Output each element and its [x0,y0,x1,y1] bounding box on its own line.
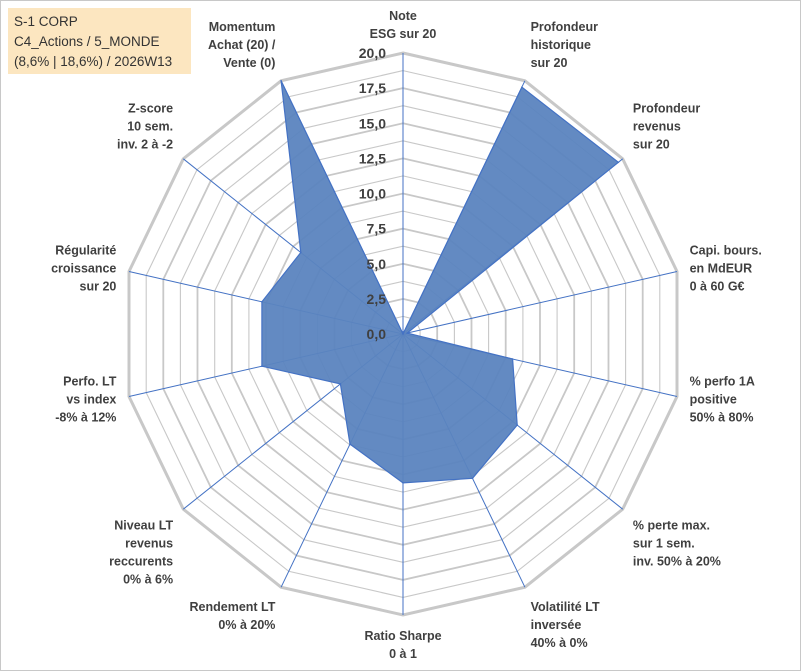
axis-label: Momentum Achat (20) / Vente (0) [208,20,276,70]
axis-label: Rendement LT 0% à 20% [190,600,276,632]
series-layer [261,80,620,484]
axis-label-line: en MdEUR [690,262,753,276]
axis-label: Note ESG sur 20 [370,9,437,41]
axis-label-line: reccurents [109,554,173,568]
axis-label: Profondeur revenus sur 20 [633,102,700,152]
axis-label-line: croissance [51,262,116,276]
axis-label-line: sur 20 [633,138,670,152]
info-company: S-1 CORP [14,14,78,29]
axis-label-line: inversée [531,618,582,632]
axis-spoke [402,271,678,335]
axis-label: Z-score 10 sem. inv. 2 à -2 [117,102,173,152]
data-point [261,365,263,368]
tick-label: 15,0 [359,115,386,131]
axis-label: Niveau LT revenus reccurents 0% à 6% [109,518,173,586]
axis-label-line: Profondeur [633,102,700,116]
axis-label-line: Régularité [55,244,116,258]
axis-label-line: Niveau LT [114,518,173,532]
axis-label-line: Rendement LT [190,600,276,614]
data-point [511,358,514,360]
tick-label: 0,0 [367,326,387,342]
axis-label: Volatilité LT inversée 40% à 0% [531,600,600,650]
axis-label-line: sur 1 sem. [633,536,695,550]
axis-label-line: 50% à 80% [690,410,754,424]
info-period: (8,6% | 18,6%) / 2026W13 [14,54,173,69]
data-point [300,251,302,254]
axis-label-line: sur 20 [531,56,568,70]
axis-label-line: revenus [125,536,173,550]
tick-layer: 0,0 2,5 5,0 7,5 10,0 12,5 15,0 17,5 20,0 [359,45,386,342]
axis-label-line: revenus [633,120,681,134]
axis-label-line: Profondeur [531,20,598,34]
tick-label: 20,0 [359,45,386,61]
axis-label-line: Capi. bours. [690,244,762,258]
axis-label-line: 0% à 6% [123,572,173,586]
tick-label: 2,5 [367,291,387,307]
axis-label-line: vs index [66,392,116,406]
axis-label-line: % perte max. [633,518,710,532]
axis-label-line: inv. 2 à -2 [117,138,173,152]
axis-label-line: Volatilité LT [531,600,600,614]
data-point [471,477,474,480]
axis-label-line: -8% à 12% [55,410,116,424]
tick-label: 10,0 [359,186,386,202]
axis-label-line: Vente (0) [223,56,275,70]
axis-label-line: Note [389,9,417,23]
axis-label: Capi. bours. en MdEUR 0 à 60 G€ [690,244,762,294]
tick-label: 12,5 [359,150,386,166]
axis-label-line: positive [690,392,737,406]
data-point [516,424,518,426]
axis-label-line: 0 à 1 [389,647,417,661]
data-point [521,86,523,88]
axis-label-line: Z-score [128,102,173,116]
data-point [349,443,351,445]
axis-label-line: 0% à 20% [218,618,275,632]
data-point [280,80,282,82]
series-area [261,80,620,484]
axis-label: % perfo 1A positive 50% à 80% [690,374,755,424]
info-category: C4_Actions / 5_MONDE [14,34,160,49]
tick-label: 5,0 [367,256,387,272]
axis-label-line: ESG sur 20 [370,27,437,41]
data-point [402,482,404,484]
axis-label-line: 10 sem. [127,120,173,134]
axis-label-line: historique [531,38,591,52]
tick-label: 7,5 [367,221,387,237]
axis-label-line: 40% à 0% [531,636,588,650]
info-box: S-1 CORP C4_Actions / 5_MONDE (8,6% | 18… [8,8,191,74]
axis-label: Perfo. LT vs index -8% à 12% [55,374,117,424]
axis-label-line: % perfo 1A [690,374,755,388]
data-point [261,301,263,303]
data-point [617,161,620,164]
axis-label-line: sur 20 [80,280,117,294]
axis-label-line: Momentum [209,20,276,34]
axis-label: % perte max. sur 1 sem. inv. 50% à 20% [633,518,721,568]
axis-label: Ratio Sharpe 0 à 1 [364,629,441,661]
data-point [339,383,342,385]
data-point [406,332,408,334]
data-point [402,333,404,335]
axis-label-line: Ratio Sharpe [364,629,441,643]
axis-label: Profondeur historique sur 20 [531,20,598,70]
axis-label: Régularité croissance sur 20 [51,244,116,294]
axis-label-line: Perfo. LT [63,374,117,388]
tick-label: 17,5 [359,80,386,96]
axis-label-line: Achat (20) / [208,38,276,52]
label-layer: Note ESG sur 20 Profondeur historique sur 20… [51,9,762,661]
axis-label-line: 0 à 60 G€ [690,280,745,294]
axis-label-line: inv. 50% à 20% [633,554,721,568]
